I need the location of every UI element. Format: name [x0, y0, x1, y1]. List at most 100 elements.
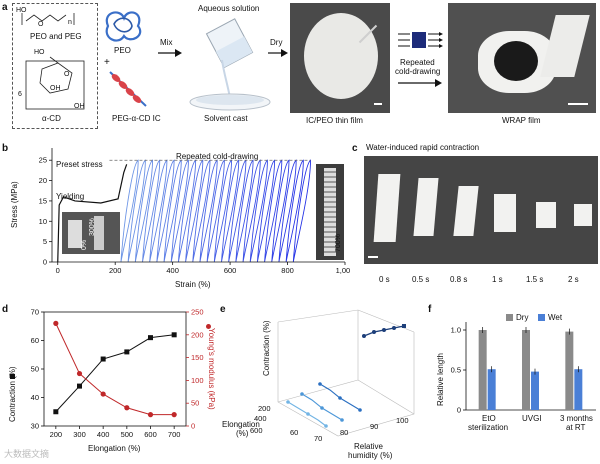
beaker-dish-icon — [189, 18, 271, 111]
d-frame — [43, 311, 187, 427]
peo-peg-label: PEO and PEG — [30, 32, 82, 41]
d-contraction-point — [53, 409, 59, 415]
b-y-tick-label: 15 — [39, 196, 47, 205]
d-modulus-line — [55, 323, 175, 416]
e-rh-tick-3: 100 — [396, 416, 409, 425]
panel-label-a: a — [2, 2, 8, 13]
panel-f: 0 0.5 1.0 Relative length Dry Wet EtO ster… — [428, 302, 600, 464]
e-el-tick-0: 200 — [258, 404, 271, 413]
d-yr-tick-label: 150 — [191, 353, 204, 362]
inset-0: 0% — [81, 239, 88, 250]
f-bars — [478, 327, 583, 410]
cold-draw-cycle-line — [206, 159, 225, 263]
acd-oh2: OH — [74, 103, 85, 110]
b-y-tick-label: 5 — [43, 237, 47, 246]
d-series — [53, 320, 177, 418]
ic-rod-icon — [109, 71, 147, 107]
cold-draw-cycle-line — [120, 159, 139, 263]
c-time-1: 0.5 s — [412, 275, 430, 284]
inset-photo-left — [62, 212, 120, 254]
panel-label-d: d — [2, 304, 9, 315]
panel-d: 200 300 400 500 600 700 30 40 50 60 70 0 50 100 150 200… — [0, 302, 218, 464]
peg-o: O — [38, 21, 44, 28]
peg-n: n — [68, 19, 72, 26]
b-x-tick-label: 200 — [109, 266, 122, 275]
cold-draw-cycles — [120, 159, 311, 263]
acd-label: α-CD — [42, 114, 61, 123]
f-legend-dry-swatch — [506, 314, 513, 321]
d-contraction-point — [77, 383, 82, 389]
b-x-tick-label: 600 — [224, 266, 237, 275]
d-yl-tick-label: 50 — [31, 365, 39, 374]
b-y-tick-label: 20 — [39, 176, 47, 185]
acd-ho: HO — [34, 49, 45, 56]
d-yl-tick-label: 40 — [31, 393, 39, 402]
dry-arrow-icon — [268, 49, 288, 57]
d-modulus-point — [53, 320, 59, 326]
cold-draw-cycle-line — [156, 159, 175, 263]
f-ticks: 0 0.5 1.0 — [451, 326, 466, 415]
d-x-tick-label: 300 — [73, 430, 86, 439]
plus-sign: + — [104, 57, 110, 68]
panel-label-f: f — [428, 304, 432, 315]
repeated-label: Repeated — [400, 58, 435, 67]
f-cat-0-l2: sterilization — [468, 423, 509, 432]
f-cat-1-l1: UVGI — [522, 414, 542, 423]
d-modulus-point — [124, 405, 130, 411]
c-title: Water-induced rapid contraction — [366, 143, 480, 152]
panel-a: HO O n PEO and PEG HO O OH 6 OH α-CD PEO… — [0, 0, 600, 140]
f-cat-0-l1: EtO — [482, 414, 496, 423]
f-cat-2-l1: 3 months — [560, 414, 593, 423]
mix-label: Mix — [160, 38, 173, 47]
panel-e: Contraction (%) Relative humidity (%) El… — [218, 302, 428, 464]
yield-curve — [57, 164, 128, 263]
b-y-tick-label: 10 — [39, 217, 47, 226]
stress-strain-chart: 0 200 400 600 800 1,000 0 5 10 15 20 25 — [39, 148, 350, 275]
c-time-4: 1.5 s — [526, 275, 544, 284]
c-time-3: 1 s — [492, 275, 503, 284]
contraction-photo — [364, 156, 598, 264]
wrap-film-photo — [448, 3, 596, 113]
b-x-tick-label: 800 — [281, 266, 294, 275]
e-rh-tick-2: 90 — [370, 422, 379, 431]
repeated-cold-label: Repeated cold-drawing — [176, 152, 259, 161]
f-y-tick-label: 0.5 — [451, 366, 461, 375]
d-yl-tick-label: 70 — [31, 308, 39, 317]
d-yr-tick-label: 200 — [191, 330, 204, 339]
panel-label-b: b — [2, 143, 9, 154]
peo-coil-icon — [105, 11, 142, 42]
d-contraction-point — [124, 349, 130, 355]
cold-draw-cycle-line — [285, 159, 304, 263]
wrap-film-label: WRAP film — [502, 116, 541, 125]
f-bar-dry — [522, 330, 530, 410]
panel-b: 0 200 400 600 800 1,000 0 5 10 15 20 25 Stress (MPa… — [0, 140, 350, 302]
e-xlabel-2: humidity (%) — [348, 451, 393, 460]
e-rh-low: 60 — [290, 428, 299, 437]
d-modulus-point — [171, 412, 177, 418]
d-xlabel: Elongation (%) — [88, 444, 141, 453]
d-contraction-point — [100, 356, 106, 362]
e-rh-tick-1: 80 — [340, 428, 349, 437]
f-y-tick-label: 0 — [457, 406, 461, 415]
peo-label: PEO — [114, 46, 131, 55]
d-contraction-point — [148, 335, 153, 341]
e-el-tick-2: 600 — [250, 426, 263, 435]
cold-draw-cycle-line — [235, 159, 254, 263]
f-ylabel: Relative length — [436, 353, 445, 406]
watermark: 大数据文摘 — [4, 449, 50, 459]
f-bar-wet — [574, 369, 583, 410]
e-zlabel: Contraction (%) — [262, 320, 271, 376]
inset-700: 700% — [335, 234, 342, 252]
d-yr-tick-label: 0 — [191, 422, 195, 431]
cold-draw-cycle-line — [170, 159, 189, 263]
b-x-tick-label: 1,000 — [336, 266, 350, 275]
e-el-tick-1: 400 — [254, 414, 267, 423]
d-yr-tick-label: 100 — [191, 376, 204, 385]
ic-label: PEG-α-CD IC — [112, 114, 161, 123]
yielding-label: Yielding — [56, 192, 85, 201]
d-modulus-point — [147, 412, 154, 418]
cold-draw-arrow-icon — [398, 79, 442, 87]
inset-300: 300% — [89, 218, 96, 236]
preset-stress-label: Preset stress — [56, 160, 103, 169]
b-y-tick-label: 0 — [43, 258, 47, 267]
